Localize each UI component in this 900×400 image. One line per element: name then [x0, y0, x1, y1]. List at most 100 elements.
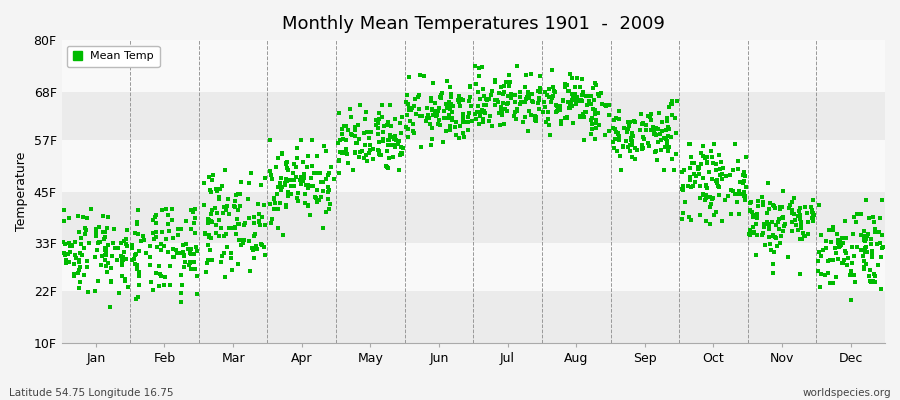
Point — [188, 206, 202, 212]
Point — [170, 231, 184, 238]
Point — [248, 231, 262, 237]
Point — [770, 235, 784, 241]
Point — [721, 192, 735, 199]
Point — [335, 125, 349, 132]
Point — [246, 244, 260, 251]
Point — [453, 102, 467, 109]
Point — [554, 121, 568, 127]
Point — [456, 112, 471, 118]
Point — [425, 124, 439, 131]
Point — [795, 236, 809, 242]
Point — [297, 171, 311, 178]
Point — [793, 212, 807, 218]
Point — [188, 214, 202, 221]
Point — [476, 93, 491, 99]
Point — [148, 214, 162, 220]
Point — [162, 228, 176, 234]
Point — [856, 237, 870, 244]
Point — [757, 221, 771, 227]
Point — [526, 98, 540, 105]
Point — [500, 101, 515, 107]
Point — [746, 214, 760, 220]
Point — [811, 268, 825, 274]
Point — [250, 245, 265, 252]
Point — [864, 236, 878, 242]
Point — [300, 164, 314, 170]
Point — [434, 95, 448, 101]
Point — [146, 287, 160, 293]
Point — [477, 93, 491, 100]
Point — [114, 258, 129, 265]
Point — [80, 258, 94, 264]
Point — [310, 153, 324, 159]
Point — [99, 225, 113, 232]
Point — [699, 218, 714, 224]
Point — [625, 131, 639, 137]
Point — [575, 98, 590, 104]
Point — [777, 188, 791, 194]
Point — [443, 104, 457, 111]
Point — [837, 235, 851, 241]
Point — [372, 148, 386, 155]
Point — [610, 148, 625, 154]
Point — [612, 116, 626, 122]
Point — [806, 214, 820, 220]
Point — [836, 257, 850, 264]
Point — [859, 261, 873, 267]
Point — [694, 161, 708, 167]
Point — [582, 98, 597, 105]
Point — [120, 243, 134, 249]
Point — [413, 72, 428, 78]
Point — [550, 102, 564, 109]
Legend: Mean Temp: Mean Temp — [68, 46, 159, 67]
Point — [163, 263, 177, 269]
Point — [72, 285, 86, 291]
Point — [212, 233, 226, 239]
Point — [716, 176, 730, 182]
Point — [285, 177, 300, 183]
Point — [346, 167, 360, 173]
Point — [267, 200, 282, 206]
Point — [462, 98, 476, 104]
Point — [787, 195, 801, 202]
Point — [796, 230, 811, 236]
Point — [258, 252, 273, 258]
Point — [710, 177, 724, 184]
Point — [392, 166, 406, 173]
Point — [856, 252, 870, 259]
Point — [386, 153, 400, 160]
Point — [275, 151, 290, 157]
Point — [472, 121, 486, 128]
Point — [402, 118, 417, 124]
Point — [522, 108, 536, 114]
Point — [263, 201, 277, 207]
Point — [209, 230, 223, 236]
Point — [450, 97, 464, 104]
Point — [152, 283, 166, 289]
Point — [210, 210, 224, 216]
Point — [375, 102, 390, 108]
Point — [811, 258, 825, 264]
Point — [212, 217, 226, 224]
Point — [166, 216, 180, 223]
Point — [337, 123, 351, 129]
Point — [73, 279, 87, 285]
Point — [221, 210, 236, 217]
Point — [549, 108, 563, 114]
Point — [525, 98, 539, 104]
Point — [264, 172, 278, 178]
Point — [652, 110, 666, 116]
Point — [71, 257, 86, 263]
Point — [736, 180, 751, 186]
Point — [524, 71, 538, 77]
Point — [157, 282, 171, 288]
Point — [661, 148, 675, 155]
Point — [290, 195, 304, 201]
Point — [352, 154, 366, 160]
Point — [813, 284, 827, 291]
Point — [275, 232, 290, 238]
Point — [95, 229, 110, 236]
Point — [301, 185, 315, 191]
Point — [642, 143, 656, 150]
Point — [298, 191, 312, 198]
